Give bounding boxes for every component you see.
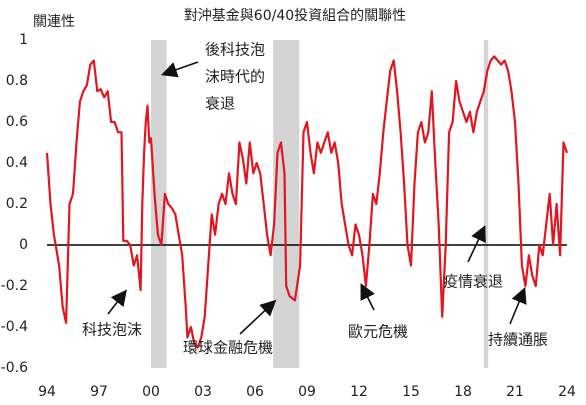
y-tick-label: -0.4 [1,319,28,335]
data-line [45,55,569,349]
annotation-arrow [239,299,277,335]
x-tick-label: 24 [558,384,576,400]
annotation-arrow [467,225,486,263]
x-tick-label: 00 [142,384,160,400]
chart-title: 對沖基金與60/40投資組合的關聯性 [184,7,406,24]
x-tick-label: 03 [194,384,212,400]
y-tick-label: 0.8 [6,73,28,89]
annotation-arrow [360,283,375,311]
y-axis-label: 關連性 [33,14,75,30]
annotation: 科技泡沫 [82,321,142,339]
y-tick-label: 1 [19,32,28,48]
recession-band [483,40,489,368]
annotation: 環球金融危機 [183,339,273,357]
x-tick-label: 09 [298,384,316,400]
y-tick-label: 0.4 [6,155,28,171]
annotation: 持續通脹 [488,331,548,349]
x-tick-label: 97 [90,384,108,400]
y-tick-label: -0.6 [1,360,28,376]
annotation: 疫情衰退 [443,273,503,291]
x-tick-label: 18 [454,384,472,400]
y-tick-label: 0.6 [6,114,28,130]
annotation: 衰退 [205,95,235,113]
y-tick-label: 0.2 [6,196,28,212]
annotation: 後科技泡 [205,41,265,59]
x-tick-label: 06 [246,384,264,400]
recession-band [151,40,167,368]
annotation-arrow [160,61,199,78]
annotation-arrow [509,287,527,325]
recession-band [273,40,300,368]
annotation: 沫時代的 [205,68,265,86]
annotation: 歐元危機 [348,323,408,341]
x-tick-label: 94 [38,384,56,400]
y-tick-label: 0 [19,237,28,253]
x-tick-label: 21 [506,384,524,400]
x-tick-label: 15 [402,384,420,400]
y-tick-label: -0.2 [1,278,28,294]
annotation-arrow [107,289,127,315]
x-tick-label: 12 [350,384,368,400]
